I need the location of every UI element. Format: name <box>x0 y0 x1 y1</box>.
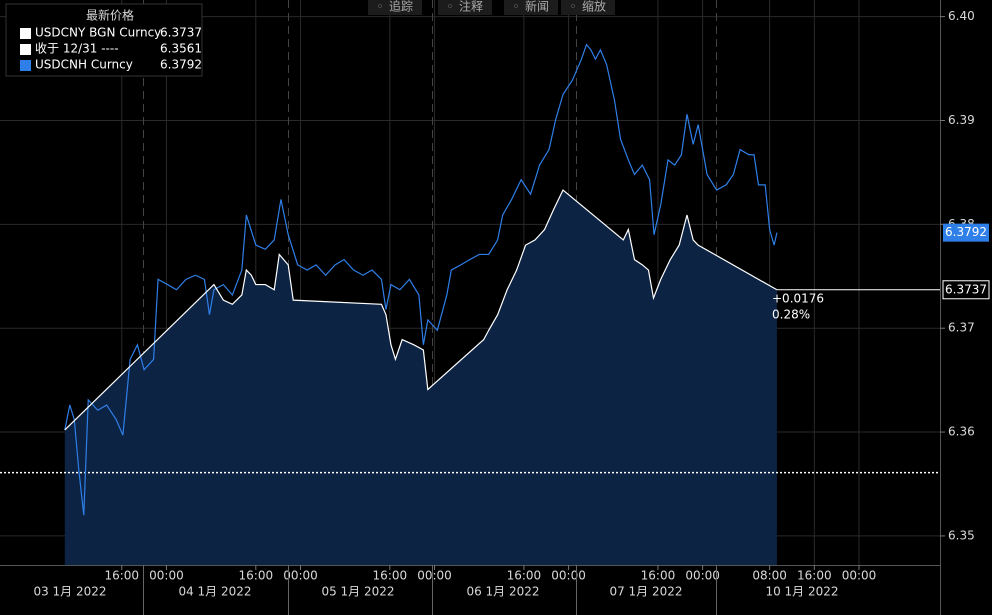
x-tick-label: 16:00 <box>797 569 832 583</box>
legend-swatch <box>20 44 31 55</box>
areas <box>64 190 777 565</box>
y-tick-label: 6.36 <box>948 425 975 439</box>
annotation: +0.0176 <box>772 291 824 305</box>
toolbar-button[interactable] <box>438 0 492 15</box>
toolbar-icon: ◦ <box>569 0 576 14</box>
x-group-label: 10 1月 2022 <box>765 585 838 599</box>
lines <box>64 189 778 431</box>
x-tick-label: 08:00 <box>752 569 787 583</box>
y-tick-label: 6.40 <box>948 9 975 23</box>
legend-value: 6.3561 <box>160 42 202 56</box>
legend-value: 6.3792 <box>160 58 202 72</box>
x-tick-label: 00:00 <box>551 569 586 583</box>
toolbar-label[interactable]: 注释 <box>459 0 483 14</box>
toolbar: ◦ 追踪 ◦ 注释 ◦ 新闻 ◦ 缩放 <box>368 0 615 15</box>
y-tick-label: 6.37 <box>948 321 975 335</box>
legend-label: 收于 12/31 ---- <box>35 42 119 56</box>
series-line <box>64 189 778 431</box>
legend-title: 最新价格 <box>86 8 134 23</box>
x-tick-label: 00:00 <box>842 569 877 583</box>
toolbar-button[interactable] <box>368 0 422 15</box>
toolbar-icon: ◦ <box>446 0 453 14</box>
lines <box>64 43 778 516</box>
series-line <box>64 43 778 516</box>
x-tick-label: 16:00 <box>104 569 139 583</box>
y-tick-label: 6.39 <box>948 113 975 127</box>
toolbar-button[interactable] <box>561 0 615 15</box>
toolbar-label[interactable]: 新闻 <box>525 0 549 14</box>
toolbar-label[interactable]: 追踪 <box>389 0 413 14</box>
toolbar-label[interactable]: 缩放 <box>582 0 606 14</box>
y-tick-label: 6.35 <box>948 528 975 542</box>
legend-swatch <box>20 28 31 39</box>
legend-box <box>5 3 203 77</box>
last-value-label: 6.3792 <box>945 225 987 239</box>
x-tick-label: 00:00 <box>283 569 318 583</box>
last-value-label: 6.3737 <box>945 282 987 296</box>
legend-label: USDCNH Curncy <box>35 58 133 72</box>
x-group-label: 05 1月 2022 <box>321 585 394 599</box>
last-value-box <box>942 280 990 300</box>
annotation: 0.28% <box>772 307 810 321</box>
x-group-label: 06 1月 2022 <box>466 585 539 599</box>
last-value-box <box>943 223 989 242</box>
toolbar-button[interactable] <box>504 0 558 15</box>
x-tick-label: 16:00 <box>373 569 408 583</box>
area <box>64 190 777 565</box>
x-tick-label: 16:00 <box>239 569 274 583</box>
legend-swatch <box>20 60 31 71</box>
toolbar-icon: ◦ <box>376 0 383 14</box>
x-group-label: 04 1月 2022 <box>178 585 251 599</box>
x-tick-label: 00:00 <box>417 569 452 583</box>
x-tick-label: 00:00 <box>685 569 720 583</box>
x-tick-label: 16:00 <box>507 569 542 583</box>
x-tick-label: 00:00 <box>149 569 184 583</box>
legend-label: USDCNY BGN Curncy <box>35 26 161 40</box>
x-tick-label: 16:00 <box>641 569 676 583</box>
x-group-label: 07 1月 2022 <box>609 585 682 599</box>
x-group-label: 03 1月 2022 <box>33 585 106 599</box>
y-axis-band <box>940 0 992 615</box>
toolbar-icon: ◦ <box>512 0 519 14</box>
legend-value: 6.3737 <box>160 26 202 40</box>
